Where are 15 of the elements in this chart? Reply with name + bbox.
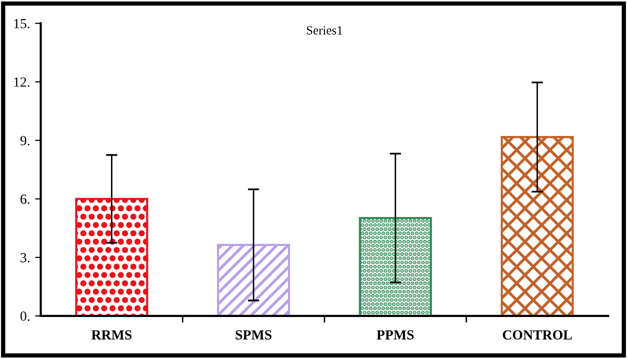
bar — [500, 136, 574, 316]
bar — [358, 216, 432, 316]
bar — [75, 198, 148, 316]
y-tick-label: 0. — [20, 312, 30, 321]
bar — [217, 244, 290, 316]
x-tick-label: SPMS — [236, 330, 272, 340]
y-tick-label: 15. — [14, 18, 30, 28]
x-tick-label: CONTROL — [502, 330, 572, 340]
y-tick-label: 6. — [20, 194, 30, 204]
y-tick-label: 9. — [20, 136, 30, 146]
x-tick-label: RRMS — [91, 330, 132, 340]
y-tick-label: 3. — [20, 253, 30, 262]
x-tick-label: PPMS — [376, 330, 414, 340]
y-tick-label: 12. — [14, 77, 30, 87]
chart-title: Series1 — [306, 26, 342, 35]
